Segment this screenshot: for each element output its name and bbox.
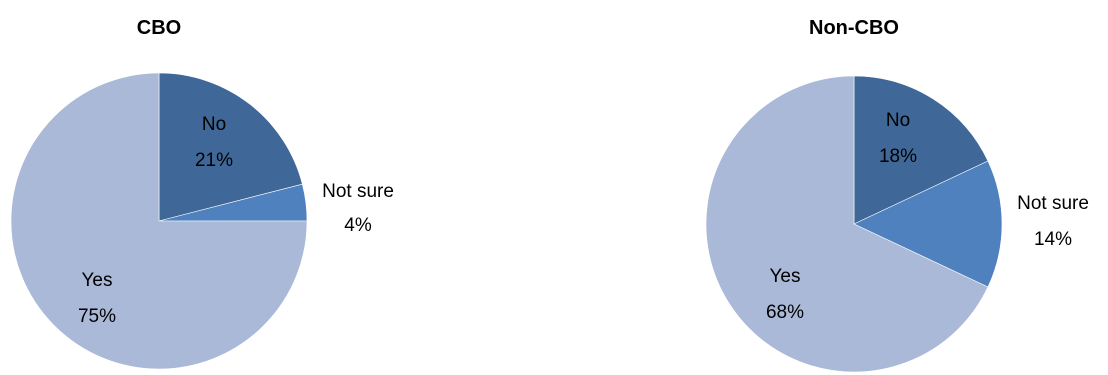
slice-value-yes: 75% (78, 306, 116, 327)
pie-cbo: No 21% Not sure 4% Yes 75% (10, 72, 394, 370)
chart-non-cbo: Non-CBO No 18% Not sure 14% Yes 68% (705, 17, 1089, 373)
slice-label-not-sure: Not sure (1017, 193, 1089, 214)
pie-slice-yes (10, 72, 308, 370)
chart-title-non-cbo: Non-CBO (809, 17, 899, 39)
slice-label-not-sure: Not sure (322, 181, 394, 202)
pie-slice-no (853, 75, 989, 225)
chart-cbo: CBO No 21% Not sure 4% Yes 75% (10, 17, 394, 370)
slice-label-no: No (886, 110, 910, 131)
slice-value-not-sure: 14% (1034, 229, 1072, 250)
slice-value-not-sure: 4% (344, 215, 372, 236)
pie-non-cbo: No 18% Not sure 14% Yes 68% (705, 75, 1089, 373)
slice-value-yes: 68% (766, 302, 804, 323)
chart-title-cbo: CBO (137, 17, 181, 39)
pie-slice-not-sure (853, 160, 1003, 288)
pie-slice-yes (705, 75, 989, 373)
slice-label-no: No (202, 114, 226, 135)
slice-label-yes: Yes (82, 270, 113, 291)
slice-value-no: 18% (879, 146, 917, 167)
pie-slice-no (158, 72, 303, 222)
slice-value-no: 21% (195, 150, 233, 171)
slice-label-yes: Yes (770, 266, 801, 287)
